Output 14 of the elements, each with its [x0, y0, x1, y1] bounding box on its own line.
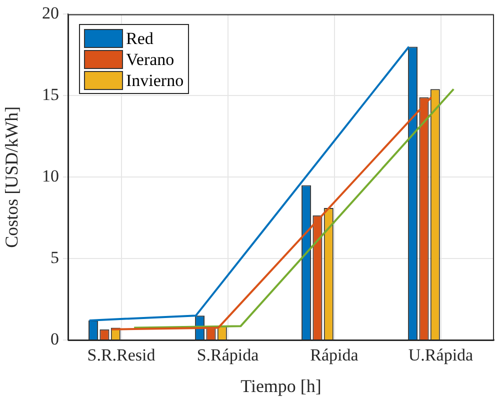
legend-label: Red — [126, 28, 154, 49]
legend-label: Invierno — [126, 70, 184, 91]
legend-label: Verano — [126, 50, 174, 70]
y-tick-label: 10 — [42, 166, 59, 186]
x-tick-label: Rápida — [310, 346, 359, 365]
y-tick-label: 5 — [50, 248, 59, 268]
y-tick-label: 0 — [50, 329, 59, 348]
x-tick-label: S.Rápida — [196, 346, 260, 365]
x-axis-title: Tiempo [h] — [240, 376, 322, 396]
x-tick-label: S.R.Resid — [87, 346, 156, 365]
x-tick-label: U.Rápida — [408, 346, 474, 365]
y-tick-label: 20 — [42, 4, 59, 23]
y-tick-label: 15 — [42, 85, 59, 104]
y-axis-title: Costos [USD/kWh] — [2, 106, 22, 248]
